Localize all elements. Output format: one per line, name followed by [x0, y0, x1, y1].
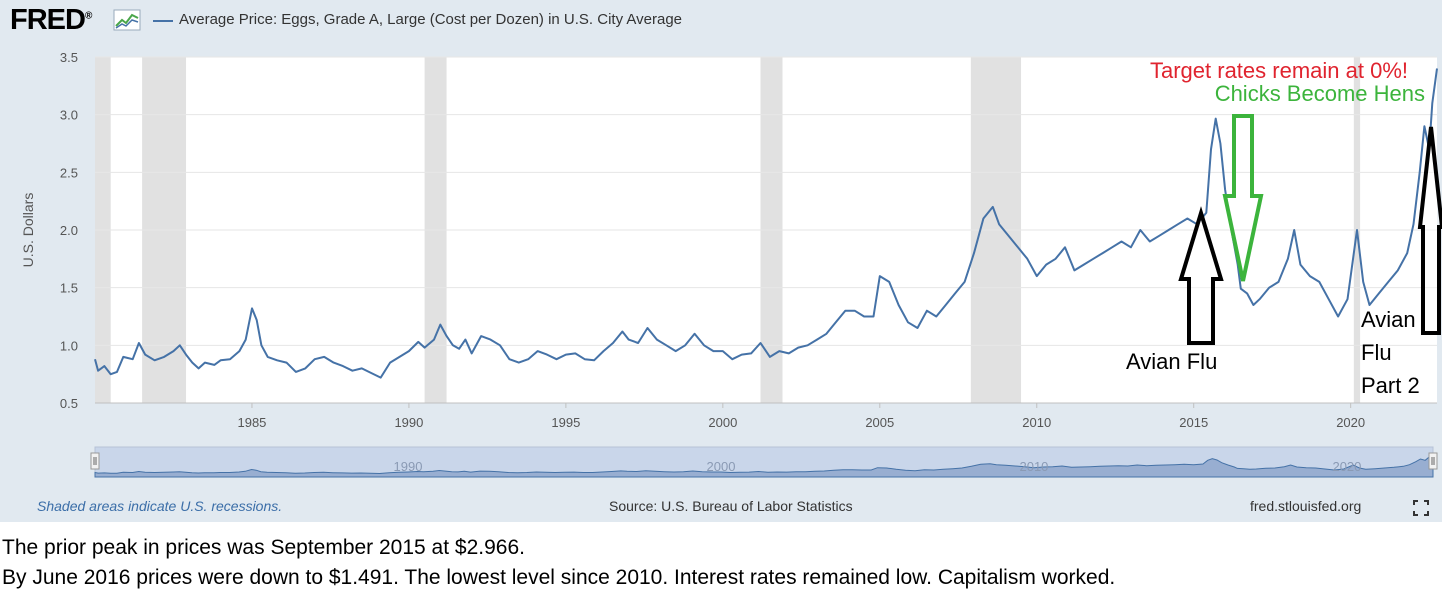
navigator-label: 2020	[1332, 459, 1361, 474]
arrow-up-avian-flu	[1178, 206, 1224, 345]
x-tick-label: 2015	[1179, 415, 1208, 430]
site-link[interactable]: fred.stlouisfed.org	[1250, 498, 1362, 514]
annotation-avian-flu: Avian Flu	[1126, 349, 1217, 374]
navigator-label: 2010	[1019, 459, 1048, 474]
y-tick-label: 2.5	[60, 165, 78, 180]
y-axis-label: U.S. Dollars	[20, 193, 36, 268]
x-tick-label: 2010	[1022, 415, 1051, 430]
y-tick-label: 2.0	[60, 223, 78, 238]
y-tick-label: 0.5	[60, 396, 78, 411]
line-graph-icon	[113, 9, 141, 31]
chart-svg: 0.5 1.0 1.5 2.0 2.5 3.0 3.5 1985 1990 1995 2000 20…	[20, 50, 1442, 478]
navigator-label: 1990	[394, 459, 423, 474]
y-tick-label: 1.5	[60, 281, 78, 296]
x-tick-label: 1990	[394, 415, 423, 430]
navigator-handle[interactable]	[90, 452, 100, 470]
fullscreen-icon[interactable]	[1412, 499, 1430, 517]
legend-series-label: Average Price: Eggs, Grade A, Large (Cos…	[179, 11, 683, 28]
fred-logo[interactable]: FRED®	[10, 4, 92, 36]
x-tick-label: 2020	[1336, 415, 1365, 430]
chart-header: FRED® Average Price: Eggs, Grade A, Larg…	[0, 0, 1442, 42]
navigator-label: 2000	[707, 459, 736, 474]
annotation-avian-flu-2: Avian	[1361, 307, 1416, 332]
annotation-target-rates: Target rates remain at 0%!	[1150, 58, 1408, 83]
x-tick-label: 2005	[865, 415, 894, 430]
y-tick-label: 1.0	[60, 338, 78, 353]
y-tick-label: 3.0	[60, 108, 78, 123]
arrow-down-chicks	[1222, 114, 1264, 282]
source-note: Source: U.S. Bureau of Labor Statistics	[609, 498, 853, 514]
x-tick-label: 2000	[708, 415, 737, 430]
caption-line: The prior peak in prices was September 2…	[2, 536, 525, 559]
annotation-chicks-become-hens: Chicks Become Hens	[1215, 81, 1425, 106]
y-tick-label: 3.5	[60, 50, 78, 65]
recession-note: Shaded areas indicate U.S. recessions.	[37, 498, 283, 514]
caption-line: By June 2016 prices were down to $1.491.…	[2, 566, 1116, 589]
x-tick-label: 1985	[237, 415, 266, 430]
navigator-series	[94, 454, 1434, 478]
annotation-avian-flu-2: Part 2	[1361, 373, 1420, 398]
x-tick-label: 1995	[551, 415, 580, 430]
series-line	[94, 68, 1438, 379]
legend-swatch	[153, 20, 173, 22]
annotation-avian-flu-2: Flu	[1361, 340, 1392, 365]
navigator-handle[interactable]	[1428, 452, 1438, 470]
